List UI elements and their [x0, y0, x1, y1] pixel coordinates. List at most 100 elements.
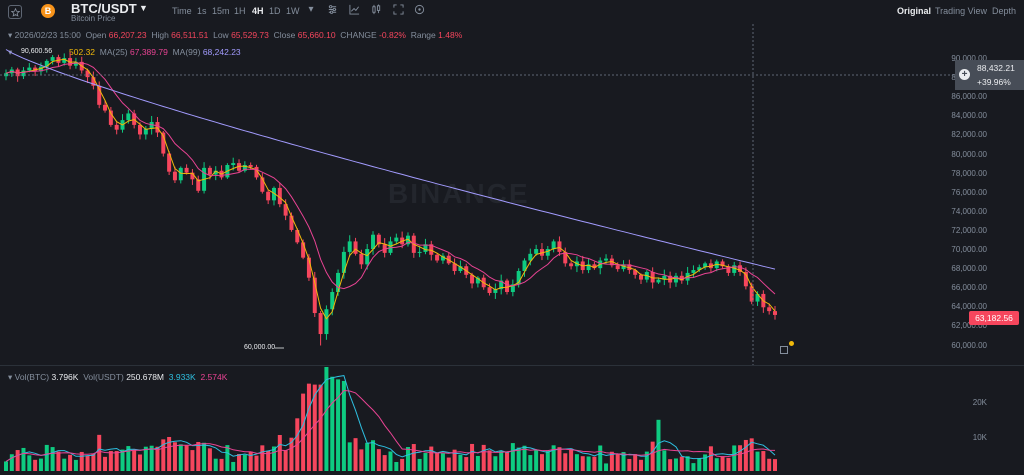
fullscreen-icon[interactable]	[392, 4, 404, 16]
volume-bar	[446, 457, 451, 471]
volume-bar	[260, 445, 265, 471]
candle-body	[371, 234, 376, 250]
volume-bar	[621, 452, 626, 471]
volume-bar	[703, 454, 708, 471]
candle-body	[673, 275, 678, 283]
favorite-star-icon[interactable]	[8, 5, 22, 19]
volume-bar	[353, 438, 358, 471]
more-options-icon[interactable]	[413, 4, 425, 16]
candle-body	[347, 241, 352, 252]
price-axis-tick: 82,000.00	[951, 130, 987, 140]
timeframe-4h[interactable]: 4H	[252, 6, 264, 16]
volume-bar	[324, 367, 329, 471]
candle-body	[21, 70, 26, 77]
candle-body	[639, 274, 644, 280]
alert-dot-icon[interactable]	[789, 341, 794, 346]
pair-title[interactable]: BTC/USDT	[71, 1, 137, 16]
volume-bar	[487, 450, 492, 471]
settings-icon[interactable]	[326, 4, 338, 16]
volume-chart[interactable]	[0, 367, 955, 475]
candle-body	[114, 124, 119, 130]
candle-body	[178, 167, 183, 181]
volume-bar	[143, 446, 148, 471]
timeframe-15m[interactable]: 15m	[212, 6, 230, 16]
pane-separator[interactable]	[0, 365, 1024, 366]
candle-body	[295, 229, 300, 243]
low-value: 65,529.73	[231, 30, 269, 40]
volume-bar	[312, 384, 317, 471]
volume-bar	[615, 454, 620, 471]
volume-bar	[697, 458, 702, 471]
volume-bar	[103, 456, 108, 471]
candle-body	[277, 187, 282, 205]
volume-bar	[738, 445, 743, 471]
candle-body	[359, 253, 364, 265]
volume-bar	[435, 452, 440, 471]
vol-axis-20k: 20K	[972, 398, 987, 407]
close-label: Close	[273, 30, 296, 40]
candle-body	[167, 153, 172, 172]
volume-bar	[755, 451, 760, 471]
candle-body	[207, 167, 212, 175]
volume-bar	[440, 453, 445, 471]
crosshair-plus-icon[interactable]: +	[959, 69, 970, 80]
volume-bar	[79, 451, 84, 471]
volume-bar	[242, 454, 247, 471]
chart-type-icon[interactable]	[370, 4, 382, 16]
legend-expand-icon[interactable]: ▾	[8, 30, 13, 40]
candle-body	[417, 251, 422, 253]
volume-bar	[15, 450, 20, 471]
volume-bar	[108, 451, 113, 471]
volume-bar	[283, 450, 288, 471]
view-original-tab[interactable]: Original	[897, 6, 932, 16]
indicators-icon[interactable]	[348, 4, 360, 16]
volume-bar	[673, 458, 678, 471]
volume-bar	[452, 449, 457, 471]
volume-bar	[773, 459, 777, 471]
timeframe-1h[interactable]: 1H	[234, 6, 246, 16]
volume-bar	[155, 446, 160, 471]
timeframe-1d[interactable]: 1D	[269, 6, 281, 16]
pair-dropdown-icon[interactable]: ▼	[139, 3, 148, 13]
candle-body	[108, 110, 113, 125]
candle-body	[516, 271, 521, 285]
volume-ma-line-2	[5, 389, 776, 462]
candle-body	[394, 237, 399, 242]
timeframe-time[interactable]: Time	[172, 6, 192, 16]
volume-bar	[231, 461, 236, 471]
volume-bar	[167, 436, 172, 471]
candle-body	[388, 241, 393, 253]
volume-bar	[528, 455, 533, 471]
volume-bar	[580, 456, 585, 471]
price-axis-tick: 78,000.00	[951, 168, 987, 178]
price-axis-tick: 68,000.00	[951, 264, 987, 274]
candle-body	[539, 249, 544, 256]
last-price-tag: 63,182.56	[969, 311, 1019, 325]
vol-usdt-label: Vol(USDT)	[83, 372, 124, 382]
candle-body	[493, 289, 498, 293]
price-axis-tick: 62,000.00	[951, 321, 987, 331]
timeframe-1s[interactable]: 1s	[197, 6, 207, 16]
volume-bar	[347, 442, 352, 471]
volume-bar	[289, 437, 294, 471]
candle-body	[732, 265, 737, 273]
candle-body	[161, 132, 166, 154]
calendar-icon[interactable]	[780, 346, 788, 354]
volume-bar	[609, 451, 614, 471]
volume-bar	[62, 458, 67, 471]
vol-legend-toggle-icon[interactable]: ▾	[8, 372, 13, 382]
low-label: Low	[213, 30, 229, 40]
view-tradingview-tab[interactable]: Trading View	[935, 6, 988, 16]
candle-body	[749, 286, 754, 302]
volume-bar	[510, 443, 515, 471]
timeframe-1w[interactable]: 1W	[286, 6, 300, 16]
view-depth-tab[interactable]: Depth	[992, 6, 1017, 16]
price-chart[interactable]	[0, 0, 955, 365]
candle-body	[522, 260, 527, 272]
volume-bar	[137, 454, 142, 471]
volume-bar	[732, 445, 737, 471]
crosshair-price: 88,432.21	[977, 63, 1015, 73]
more-timeframes-icon[interactable]: ▾	[308, 4, 314, 15]
candle-body	[755, 293, 760, 302]
volume-bar	[534, 450, 539, 471]
